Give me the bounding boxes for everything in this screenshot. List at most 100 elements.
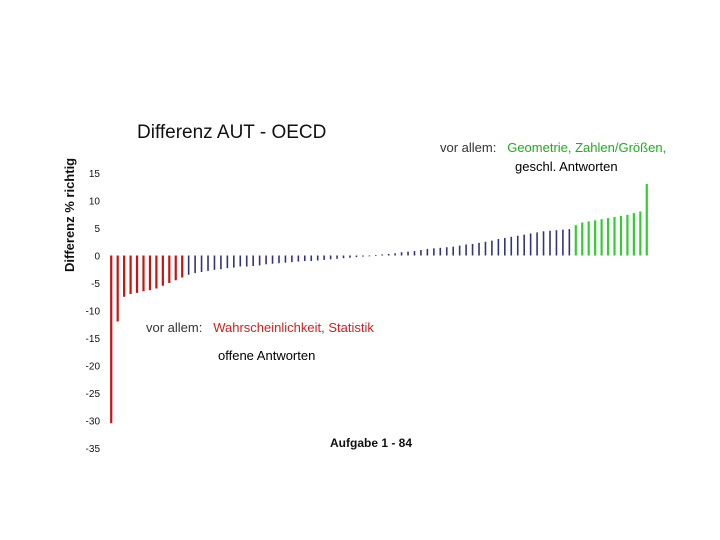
bar: [355, 255, 358, 258]
bar: [452, 246, 455, 256]
y-tick-label: 10: [89, 197, 101, 208]
bar: [303, 255, 306, 261]
bar: [316, 255, 319, 261]
bar: [497, 239, 500, 256]
bar: [516, 235, 519, 256]
y-tick-label: -30: [86, 417, 101, 428]
y-tick-label: -10: [86, 307, 101, 318]
bar: [278, 255, 280, 264]
bar: [619, 215, 623, 256]
bar: [594, 220, 597, 256]
bar: [433, 248, 435, 256]
bar: [549, 230, 551, 256]
bar: [200, 255, 203, 272]
bar: [645, 184, 648, 256]
y-tick-label: -15: [86, 334, 101, 345]
bar: [574, 225, 577, 256]
bar: [536, 232, 538, 256]
bar: [510, 236, 513, 256]
bar: [587, 221, 590, 256]
bar: [297, 255, 300, 262]
bar: [445, 247, 448, 256]
bar: [600, 219, 603, 256]
annotation-prefix-bottom: vor allem:: [146, 320, 203, 335]
bar: [478, 242, 480, 256]
bar: [245, 255, 248, 267]
bar: [368, 255, 371, 257]
annotation-red-line1a: Wahrscheinlichkeit,: [213, 320, 325, 335]
bar: [258, 255, 261, 266]
bar: [381, 254, 384, 256]
bar: [207, 255, 209, 271]
bar: [484, 241, 487, 256]
bar: [233, 255, 235, 268]
bar: [581, 222, 584, 256]
y-tick-label: -35: [86, 444, 101, 455]
bar: [420, 250, 422, 256]
bar: [439, 247, 442, 256]
bar: [323, 255, 325, 260]
annotation-green-line2: geschl. Antworten: [515, 159, 618, 174]
y-tick-label: -5: [91, 279, 100, 290]
x-axis-label: Aufgabe 1 - 84: [330, 436, 413, 450]
bar: [129, 255, 132, 294]
y-tick-label: -20: [86, 362, 101, 373]
bottom-annotation: vor allem: Wahrscheinlichkeit, Statistik: [146, 320, 374, 335]
annotation-red-line2: offene Antworten: [218, 348, 316, 363]
bar: [465, 244, 467, 256]
bar: [555, 230, 558, 256]
bar: [387, 253, 390, 256]
annotation-prefix: vor allem:: [440, 140, 497, 155]
bar: [407, 251, 409, 256]
bar: [529, 233, 532, 256]
bar: [458, 245, 461, 256]
bar: [148, 255, 152, 291]
bar: [187, 255, 190, 275]
bar: [220, 255, 222, 270]
bar: [568, 229, 571, 256]
bar: [413, 251, 416, 256]
bar: [213, 255, 216, 270]
bar: [135, 255, 139, 293]
bar: [362, 255, 364, 257]
y-axis-label: Differenz % richtig: [62, 157, 77, 272]
y-tick-label: -25: [86, 389, 101, 400]
bar: [613, 217, 616, 256]
bar: [142, 255, 145, 292]
bar: [110, 255, 113, 424]
annotation-red-line1b: Statistik: [328, 320, 374, 335]
chart-title: Differenz AUT - OECD: [137, 122, 327, 143]
bar: [542, 231, 545, 256]
bar: [632, 213, 635, 256]
bar: [562, 229, 564, 256]
bar: [342, 255, 345, 259]
y-tick-label: 5: [94, 224, 100, 235]
bar: [504, 237, 506, 256]
bar: [606, 218, 610, 256]
bar: [471, 243, 474, 256]
bar: [271, 255, 274, 264]
bar: [374, 254, 377, 256]
bar: [426, 248, 429, 256]
bar: [491, 240, 493, 256]
bar: [523, 234, 525, 256]
annotation-green-line1: Geometrie, Zahlen/Größen,: [507, 140, 667, 155]
top-right-annotation: vor allem: Geometrie, Zahlen/Größen,: [440, 140, 666, 155]
bar: [161, 255, 164, 286]
bar: [181, 255, 184, 278]
bar: [349, 255, 351, 258]
bar: [265, 255, 267, 265]
bar: [284, 255, 287, 263]
bar: [626, 214, 629, 256]
bar: [226, 255, 229, 269]
bar: [336, 255, 338, 259]
bar: [252, 255, 254, 266]
bar: [194, 255, 196, 274]
bar: [639, 211, 642, 256]
bar: [168, 255, 171, 283]
y-tick-label: 0: [94, 252, 100, 263]
bar: [239, 255, 242, 267]
bar: [394, 253, 396, 256]
bar: [400, 252, 403, 256]
